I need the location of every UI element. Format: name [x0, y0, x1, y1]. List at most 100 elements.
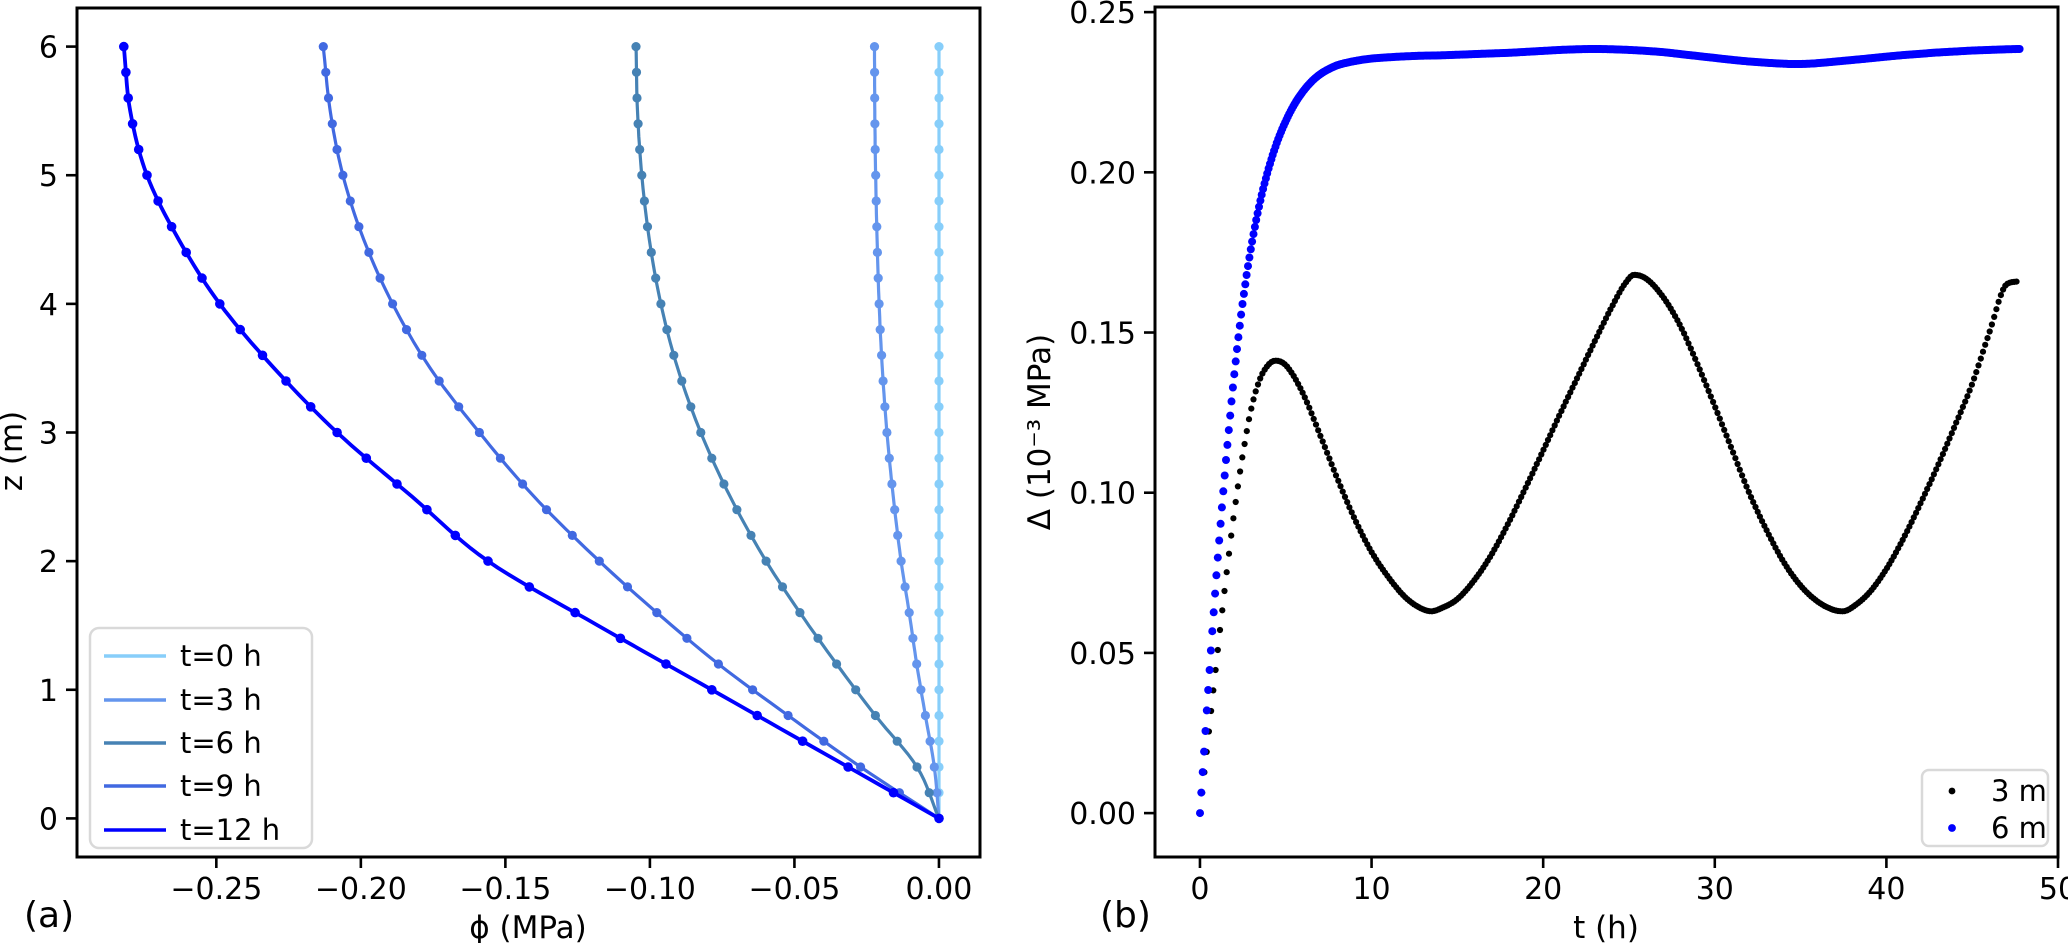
scatter-dot [1238, 300, 1247, 308]
scatter-dot [1244, 262, 1252, 271]
scatter-dot [1235, 321, 1244, 330]
scatter-dot [1743, 483, 1750, 490]
scatter-dot [1211, 589, 1220, 598]
scatter-dot [1518, 493, 1525, 501]
scatter-dot [1928, 476, 1935, 483]
scatter-dot [1569, 384, 1576, 391]
series-marker [908, 633, 918, 643]
legend-a-label-t0: t=0 h [180, 639, 262, 673]
plot-b-yaxis-label: Δ (10⁻³ MPa) [1022, 334, 1058, 530]
series-marker [454, 402, 464, 412]
series-marker [934, 530, 944, 541]
series-marker [819, 736, 829, 746]
series-marker [761, 556, 771, 566]
scatter-dot [1721, 426, 1728, 433]
scatter-dot [1560, 403, 1567, 410]
series-marker [133, 144, 144, 155]
scatter-dot [1248, 405, 1255, 412]
series-marker [870, 93, 880, 103]
series-marker [934, 93, 944, 103]
scatter-dot [1245, 416, 1253, 423]
series-marker [746, 530, 756, 541]
scatter-dot [1213, 553, 1222, 562]
series-marker [642, 222, 653, 232]
series-marker [696, 427, 706, 438]
scatter-dot [1716, 415, 1723, 422]
scatter-dot [1230, 370, 1239, 379]
series-marker [305, 402, 316, 412]
scatter-dot [1243, 428, 1250, 435]
scatter-dot [1678, 325, 1685, 332]
scatter-dot [1687, 345, 1694, 352]
series-marker [257, 350, 268, 361]
plot-b-x-ticks: 0 10 20 30 40 50 [1190, 857, 2068, 907]
series-marker [719, 479, 729, 489]
series-marker [361, 453, 372, 464]
scatter-dot [1312, 421, 1320, 428]
scatter-dot [1299, 389, 1306, 396]
scatter-dot [1303, 399, 1311, 406]
scatter-dot [1573, 375, 1581, 382]
scatter-dot [1239, 454, 1246, 461]
scatter-dot [1710, 398, 1717, 406]
scatter-dot [1913, 509, 1920, 516]
y-tick-label: 0.10 [1069, 477, 1136, 512]
y-tick-label: 4 [39, 288, 58, 323]
scatter-dot [1324, 449, 1331, 456]
scatter-dot [1250, 222, 1259, 231]
series-marker [934, 685, 944, 695]
scatter-dot [1239, 289, 1248, 298]
scatter-dot [1567, 389, 1574, 396]
series-marker [870, 144, 880, 155]
series-marker [813, 633, 823, 643]
scatter-dot [1995, 298, 2002, 305]
series-marker [870, 119, 880, 129]
series-marker [934, 427, 944, 438]
scatter-dot [1232, 498, 1239, 506]
series-marker [635, 144, 645, 155]
series-marker [900, 582, 910, 592]
y-tick-label: 2 [39, 545, 58, 580]
scatter-dot [1346, 504, 1353, 511]
series-marker [934, 222, 944, 232]
scatter-dot [1750, 499, 1757, 506]
scatter-dot [1973, 369, 1980, 376]
scatter-dot [1582, 356, 1589, 363]
scatter-dot [1544, 436, 1552, 444]
scatter-dot [1328, 461, 1335, 468]
series-marker [934, 608, 944, 618]
series-marker [934, 556, 944, 566]
scatter-dot [1254, 381, 1262, 388]
series-marker [392, 479, 402, 489]
y-tick-label: 0.00 [1069, 797, 1136, 832]
series-marker [934, 42, 944, 52]
scatter-dot [1926, 481, 1933, 488]
series-marker [873, 273, 883, 283]
series-marker [142, 170, 152, 180]
series-marker [843, 762, 853, 772]
scatter-dot [1933, 466, 1940, 473]
x-tick-label: −0.25 [170, 872, 262, 907]
scatter-dot [1585, 351, 1592, 359]
series-marker [912, 659, 922, 669]
series-marker [631, 42, 641, 52]
scatter-dot [1529, 470, 1536, 477]
y-tick-label: 6 [39, 31, 58, 66]
scatter-dot [1237, 310, 1246, 319]
plot-b-series [1196, 45, 2024, 818]
scatter-dot [1310, 415, 1317, 422]
scatter-dot [1205, 666, 1214, 674]
scatter-dot [1228, 532, 1235, 539]
scatter-dot [1222, 456, 1230, 464]
scatter-dot [1957, 409, 1964, 416]
scatter-dot [1977, 355, 1984, 362]
plot-b-legend: 3 m 6 m [1920, 768, 2050, 848]
scatter-dot [1241, 440, 1248, 448]
series-marker [916, 685, 926, 695]
plot-b-y-ticks: 0.00 0.05 0.10 0.15 0.20 0.25 [1069, 0, 1155, 832]
scatter-dot [1756, 513, 1763, 520]
series-marker [327, 119, 337, 129]
scatter-dot [1233, 345, 1241, 354]
plot-a-y-ticks: 0 1 2 3 4 5 6 [39, 31, 77, 837]
x-tick-label: −0.15 [459, 872, 551, 907]
